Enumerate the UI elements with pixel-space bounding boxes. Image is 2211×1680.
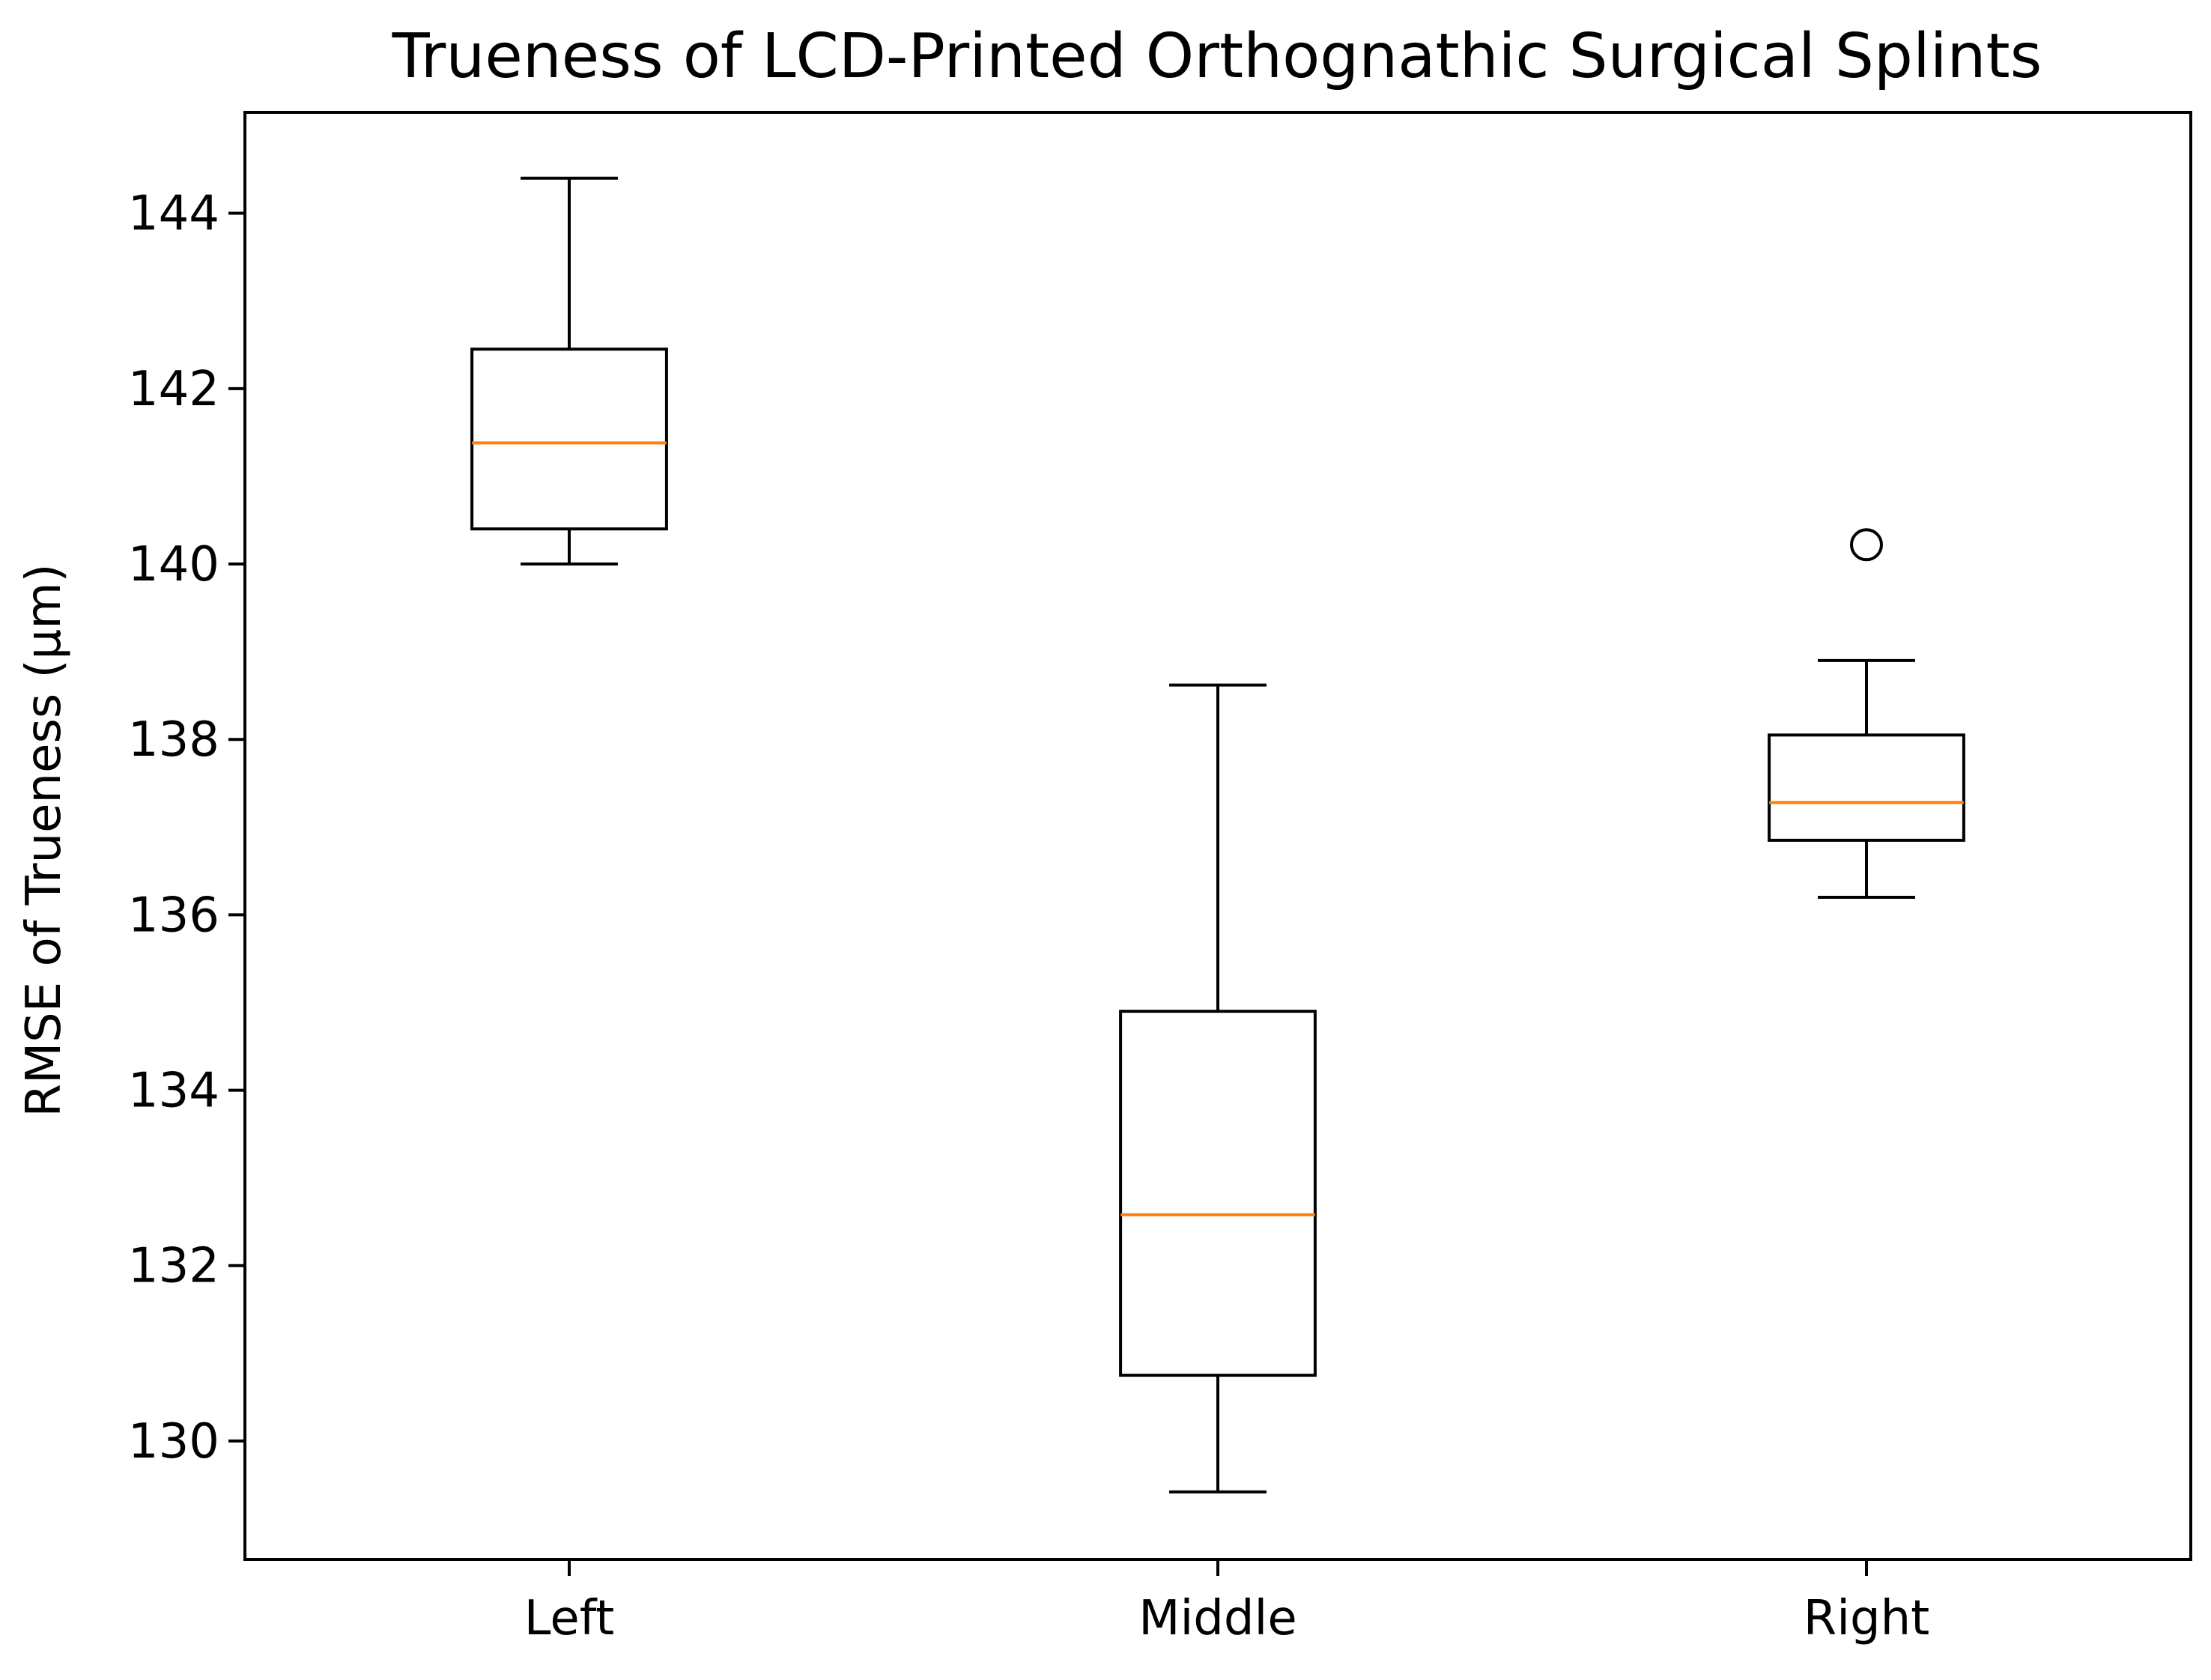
x-tick-label: Right xyxy=(1804,1591,1930,1646)
chart-title: Trueness of LCD-Printed Orthognathic Sur… xyxy=(392,21,2042,92)
y-tick-label: 144 xyxy=(128,187,219,242)
x-tick-label: Left xyxy=(524,1591,614,1646)
x-tick-label: Middle xyxy=(1138,1591,1296,1646)
y-axis-label: RMSE of Trueness (µm) xyxy=(16,563,72,1117)
box-middle xyxy=(1119,1010,1317,1377)
box-left xyxy=(470,348,668,531)
y-tick-label: 132 xyxy=(128,1239,219,1294)
outlier-point xyxy=(1850,528,1883,562)
y-tick-label: 138 xyxy=(128,712,219,768)
y-tick-label: 130 xyxy=(128,1414,219,1470)
y-tick-label: 134 xyxy=(128,1064,219,1119)
y-tick-label: 140 xyxy=(128,537,219,592)
plot-frame xyxy=(243,111,2192,1561)
plot-area: 130 132 134 136 138 140 142 144 Left Middle Right xyxy=(128,176,1965,1646)
y-tick-label: 142 xyxy=(128,362,219,417)
y-tick-label: 136 xyxy=(128,888,219,943)
box-right xyxy=(1768,733,1965,842)
